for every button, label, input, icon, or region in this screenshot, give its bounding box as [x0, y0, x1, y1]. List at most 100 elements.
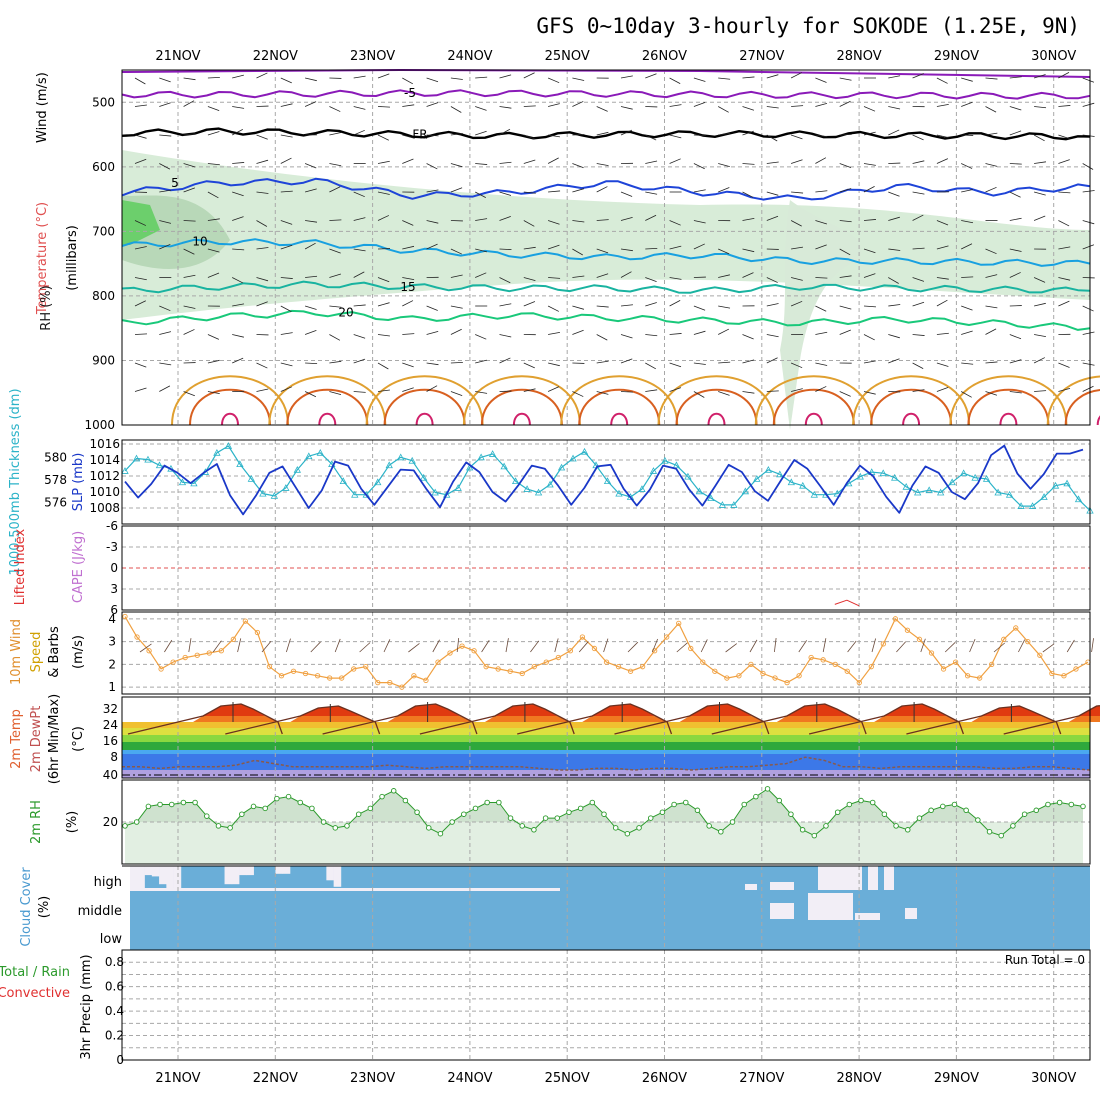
wind-barb [669, 245, 682, 250]
thickness-point [523, 485, 531, 492]
wind-barb [232, 357, 244, 364]
wind-barb [1082, 385, 1094, 392]
wind-speed-point [339, 675, 345, 681]
wind-speed-point [892, 616, 899, 622]
wind-barb [1009, 334, 1022, 340]
rh-point [986, 829, 993, 835]
rh2m-label-a: 2m RH [29, 800, 44, 844]
wind-barb [718, 132, 731, 136]
wind-barb [669, 220, 681, 226]
date-label: 21NOV [155, 49, 200, 64]
wind-barb [353, 106, 366, 110]
wind-barb [426, 77, 439, 83]
wind-barb [1058, 277, 1071, 281]
wind-barb [305, 362, 318, 365]
wind-speed-point [579, 634, 586, 640]
rh-point [612, 825, 619, 831]
date-label: 21NOV [155, 1071, 200, 1086]
slp-tick: 1014 [89, 453, 120, 467]
wind-barb [1033, 191, 1046, 196]
wind-barb [645, 334, 658, 337]
wind-barb [718, 106, 729, 113]
wind-barb [791, 105, 804, 107]
surface-temp-contour [189, 388, 271, 426]
thickness-point [270, 492, 279, 499]
slp-tick: 1012 [89, 469, 120, 483]
wind-barb [134, 362, 147, 368]
rh-point [566, 809, 572, 816]
wind-barb [304, 188, 317, 193]
wind-barb [742, 334, 754, 340]
wind-barb [961, 391, 972, 398]
thickness-point [155, 461, 164, 469]
rh-point [531, 827, 537, 833]
temp-axis-label: Temperature (°C) [35, 202, 50, 315]
thickness-point [442, 490, 451, 498]
thickness-point [178, 478, 187, 486]
pressure-tick: 800 [92, 289, 115, 303]
thickness-point [879, 469, 887, 477]
li-tick: -3 [106, 540, 118, 554]
rh-point [168, 801, 175, 808]
wind-barb [280, 190, 293, 193]
wind-speed-point [351, 666, 357, 672]
run-total: Run Total = 0 [1005, 953, 1085, 967]
wind-barb [475, 391, 488, 394]
wind-barb [645, 214, 657, 221]
wind-barb [207, 191, 219, 199]
wind-barb [693, 220, 706, 224]
wind-barb [815, 362, 828, 366]
rh-point [519, 823, 525, 829]
wind-speed-point [664, 634, 670, 640]
wind-barb [620, 217, 633, 221]
wind-barb [499, 277, 511, 284]
wind-barb [207, 106, 220, 111]
temp-band [122, 742, 1090, 750]
thickness-point [787, 478, 795, 486]
rh-point [834, 809, 841, 816]
wind-barb [936, 277, 949, 280]
thickness-point [959, 469, 968, 477]
wind-barb [426, 243, 438, 250]
wind-barb [475, 106, 487, 111]
wind-barb [1009, 248, 1022, 252]
rh-shading-trough [780, 200, 862, 430]
wind-barb [620, 75, 633, 79]
rh-point [869, 799, 876, 806]
wind-barb-10m [530, 640, 540, 653]
wind-barb [693, 391, 705, 398]
wind-barb [766, 277, 778, 283]
dewpoint-line [122, 756, 1091, 771]
temp2m-labels: 2m Temp 2m DewPt (6hr Min/Max) (°C) [9, 694, 86, 784]
wind-barb [693, 305, 706, 311]
thickness-point [799, 481, 807, 489]
wind-tick: 4 [108, 612, 116, 626]
cloud-low-label: low [100, 932, 123, 947]
wind-barb [329, 391, 342, 395]
wind-barb [693, 163, 705, 170]
wind-barb [985, 328, 997, 335]
precip-tick: 0.6 [105, 980, 124, 994]
wind-speed-point [904, 627, 911, 633]
thickness-point [615, 489, 623, 497]
wind-barb [134, 246, 147, 250]
wind-speed-point [1037, 652, 1043, 658]
wind-barb-10m [603, 638, 609, 653]
thickness-line [124, 445, 1091, 512]
wind-barb [1034, 334, 1046, 337]
pressure-tick: 1000 [84, 418, 115, 432]
date-label: 24NOV [447, 1071, 492, 1086]
wind-barb [863, 131, 876, 136]
precip-tick: 0.4 [105, 1004, 124, 1018]
wind-barb [815, 386, 827, 392]
panel-precip: 0.8 0.6 0.4 0.2 0 [105, 949, 1091, 1067]
rh-point [636, 825, 642, 831]
wind-barb [256, 362, 268, 369]
wind-barb [645, 277, 657, 282]
wind10m-label-c: & Barbs [47, 626, 62, 678]
wind-speed-point [266, 664, 273, 670]
thickness-point [1051, 481, 1060, 489]
surface-temp-contour [578, 388, 661, 426]
temp-high-band [776, 716, 862, 722]
wind-barb [499, 161, 512, 164]
